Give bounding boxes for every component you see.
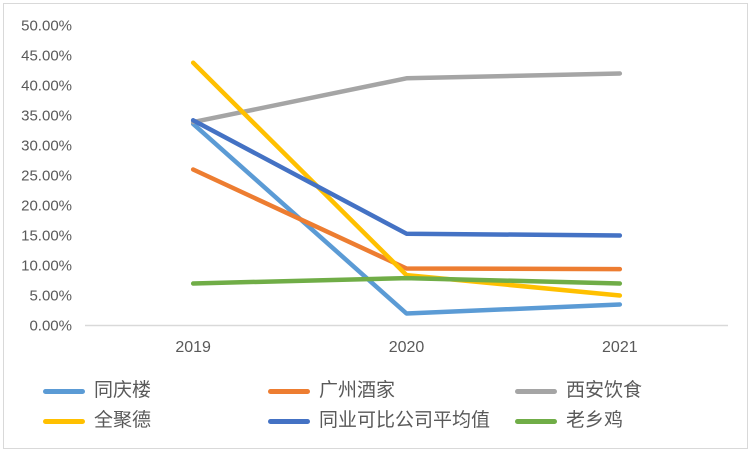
legend-item: 全聚德 xyxy=(43,409,151,433)
legend-item: 西安饮食 xyxy=(515,379,642,403)
legend-line-marker xyxy=(268,388,310,394)
y-axis-tick-label: 25.00% xyxy=(21,168,72,185)
legend-item: 同庆楼 xyxy=(43,379,151,403)
y-axis-tick-label: 10.00% xyxy=(21,258,72,275)
y-axis-tick-label: 5.00% xyxy=(29,288,72,305)
legend-label: 广州酒家 xyxy=(319,380,396,401)
legend-item: 同业可比公司平均值 xyxy=(268,409,490,433)
series-line-0 xyxy=(190,121,623,316)
x-axis-tick-label: 2019 xyxy=(175,339,211,356)
y-axis-tick-label: 35.00% xyxy=(21,108,72,125)
legend-label: 全聚德 xyxy=(94,410,152,431)
y-axis-tick-label: 0.00% xyxy=(29,318,72,335)
series-line-5 xyxy=(190,275,623,286)
legend-item: 广州酒家 xyxy=(268,379,395,403)
x-axis-tick-label: 2021 xyxy=(602,339,638,356)
legend-label: 同庆楼 xyxy=(94,380,152,401)
series-line-2 xyxy=(190,71,623,125)
legend-line-marker xyxy=(515,388,557,394)
y-axis-tick-label: 20.00% xyxy=(21,198,72,215)
legend-label: 西安饮食 xyxy=(566,380,643,401)
y-axis-tick-label: 40.00% xyxy=(21,78,72,95)
series-line-4 xyxy=(190,118,623,238)
legend-line-marker xyxy=(43,418,85,424)
series-line-1 xyxy=(190,167,623,272)
legend-line-marker xyxy=(515,418,557,424)
y-axis-tick-label: 30.00% xyxy=(21,138,72,155)
series-line-3 xyxy=(190,60,623,298)
y-axis-tick-label: 15.00% xyxy=(21,228,72,245)
legend-item: 老乡鸡 xyxy=(515,409,623,433)
y-axis-tick-label: 50.00% xyxy=(21,18,72,35)
legend-line-marker xyxy=(43,388,85,394)
y-axis-tick-label: 45.00% xyxy=(21,48,72,65)
legend-line-marker xyxy=(268,418,310,424)
legend-label: 同业可比公司平均值 xyxy=(319,410,491,431)
legend-label: 老乡鸡 xyxy=(566,410,624,431)
x-axis-tick-label: 2020 xyxy=(389,339,425,356)
